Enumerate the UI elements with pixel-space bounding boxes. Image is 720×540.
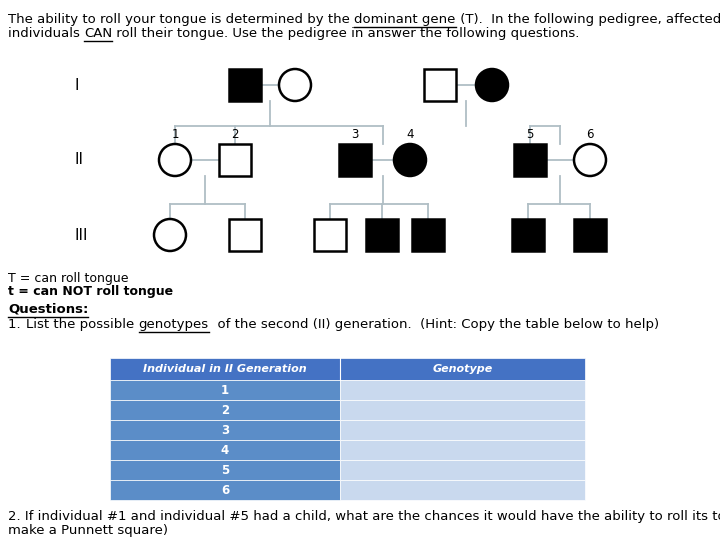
Bar xyxy=(340,400,585,420)
Text: Genotype: Genotype xyxy=(433,364,492,374)
Text: roll their tongue. Use the pedigree in answer the following questions.: roll their tongue. Use the pedigree in a… xyxy=(112,27,580,40)
Bar xyxy=(229,69,261,101)
Bar xyxy=(340,460,585,480)
Text: 6: 6 xyxy=(586,129,594,141)
Bar xyxy=(314,219,346,251)
Bar xyxy=(110,480,340,500)
Bar xyxy=(229,219,261,251)
Bar xyxy=(110,400,340,420)
Ellipse shape xyxy=(154,219,186,251)
Bar xyxy=(110,420,340,440)
Text: of the second (II) generation.  (Hint: Copy the table below to help): of the second (II) generation. (Hint: Co… xyxy=(209,318,659,331)
Text: 6: 6 xyxy=(221,483,229,496)
Bar xyxy=(340,380,585,400)
Text: t = can NOT roll tongue: t = can NOT roll tongue xyxy=(8,285,173,298)
Text: 5: 5 xyxy=(526,129,534,141)
Text: I: I xyxy=(75,78,79,92)
Text: The ability to roll your tongue is determined by the: The ability to roll your tongue is deter… xyxy=(8,13,354,26)
Ellipse shape xyxy=(476,69,508,101)
Ellipse shape xyxy=(159,144,191,176)
Text: III: III xyxy=(75,227,89,242)
Text: 4: 4 xyxy=(221,443,229,456)
Text: 1: 1 xyxy=(221,383,229,396)
Text: 2: 2 xyxy=(231,129,239,141)
Bar xyxy=(424,69,456,101)
Text: 3: 3 xyxy=(221,423,229,436)
Text: individuals: individuals xyxy=(8,27,84,40)
Ellipse shape xyxy=(279,69,311,101)
Text: II: II xyxy=(75,152,84,167)
Bar xyxy=(110,380,340,400)
Bar xyxy=(412,219,444,251)
Text: Questions:: Questions: xyxy=(8,303,89,316)
Text: dominant gene: dominant gene xyxy=(354,13,456,26)
Ellipse shape xyxy=(574,144,606,176)
Text: T = can roll tongue: T = can roll tongue xyxy=(8,272,128,285)
Text: genotypes: genotypes xyxy=(138,318,209,331)
Bar xyxy=(512,219,544,251)
Ellipse shape xyxy=(394,144,426,176)
Bar xyxy=(339,144,371,176)
Text: List the possible: List the possible xyxy=(26,318,138,331)
Text: 2: 2 xyxy=(221,403,229,416)
Bar xyxy=(110,440,340,460)
Text: 5: 5 xyxy=(221,463,229,476)
Text: Individual in II Generation: Individual in II Generation xyxy=(143,364,307,374)
Bar xyxy=(574,219,606,251)
Bar xyxy=(340,480,585,500)
Bar xyxy=(110,358,585,380)
Bar xyxy=(514,144,546,176)
Bar xyxy=(366,219,398,251)
Text: (T).  In the following pedigree, affected: (T). In the following pedigree, affected xyxy=(456,13,720,26)
Text: 2. If individual #1 and individual #5 had a child, what are the chances it would: 2. If individual #1 and individual #5 ha… xyxy=(8,510,720,523)
Bar xyxy=(340,420,585,440)
Text: CAN: CAN xyxy=(84,27,112,40)
Text: make a Punnett square): make a Punnett square) xyxy=(8,524,168,537)
Text: 4: 4 xyxy=(406,129,414,141)
Bar xyxy=(110,460,340,480)
Text: 3: 3 xyxy=(351,129,359,141)
Bar xyxy=(219,144,251,176)
Text: 1.: 1. xyxy=(8,318,33,331)
Bar xyxy=(340,440,585,460)
Text: 1: 1 xyxy=(171,129,179,141)
